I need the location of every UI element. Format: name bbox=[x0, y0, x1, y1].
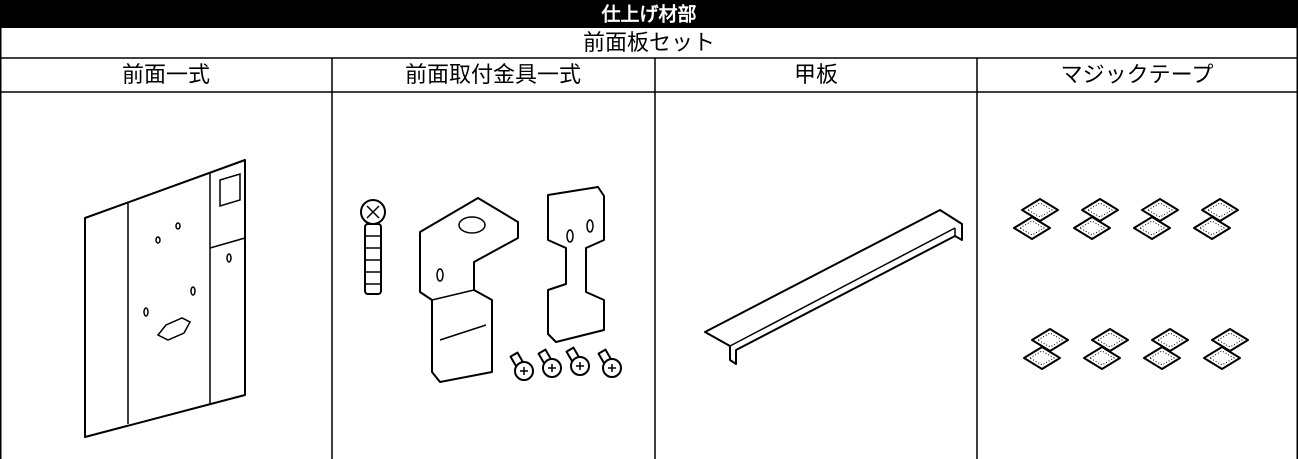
board-illustration bbox=[704, 209, 963, 365]
column-header: マジックテープ bbox=[1061, 63, 1214, 88]
bracket-illustration bbox=[360, 186, 622, 383]
velcro-pile bbox=[1139, 220, 1165, 236]
velcro-pile bbox=[1217, 332, 1243, 348]
small-screw-cross bbox=[520, 367, 528, 375]
velcro-pad bbox=[1083, 346, 1121, 370]
velcro-pad bbox=[1193, 216, 1231, 240]
table-grid bbox=[0, 28, 1298, 459]
table-subtitle: 前面板セット bbox=[583, 31, 715, 56]
small-screw-cross bbox=[608, 364, 616, 372]
velcro-pile bbox=[1029, 350, 1055, 366]
small-screw-cross bbox=[576, 362, 584, 370]
column-header: 前面一式 bbox=[122, 63, 210, 88]
velcro-pile bbox=[1157, 332, 1183, 348]
velcro-pad bbox=[1143, 346, 1181, 370]
column-header: 甲板 bbox=[794, 63, 838, 88]
title-bar bbox=[0, 0, 1298, 28]
velcro-pile bbox=[1147, 202, 1173, 218]
small-screw-cross bbox=[548, 364, 556, 372]
velcro-pile bbox=[1037, 332, 1063, 348]
velcro-pad bbox=[1133, 216, 1171, 240]
velcro-pile bbox=[1149, 350, 1175, 366]
velcro-pile bbox=[1089, 350, 1115, 366]
velcro-pile bbox=[1079, 220, 1105, 236]
velcro-pad bbox=[1023, 346, 1061, 370]
velcro-pad bbox=[1073, 216, 1111, 240]
front-panel-illustration bbox=[84, 159, 246, 438]
velcro-pile bbox=[1027, 202, 1053, 218]
velcro-pad bbox=[1203, 346, 1241, 370]
velcro-pile bbox=[1087, 202, 1113, 218]
velcro-pad bbox=[1013, 216, 1051, 240]
velcro-illustration bbox=[1013, 198, 1249, 370]
velcro-pile bbox=[1209, 350, 1235, 366]
velcro-pile bbox=[1199, 220, 1225, 236]
column-header: 前面取付金具一式 bbox=[405, 63, 581, 88]
table-title: 仕上げ材部 bbox=[600, 3, 696, 26]
velcro-pile bbox=[1097, 332, 1123, 348]
velcro-pile bbox=[1207, 202, 1233, 218]
velcro-pile bbox=[1019, 220, 1045, 236]
